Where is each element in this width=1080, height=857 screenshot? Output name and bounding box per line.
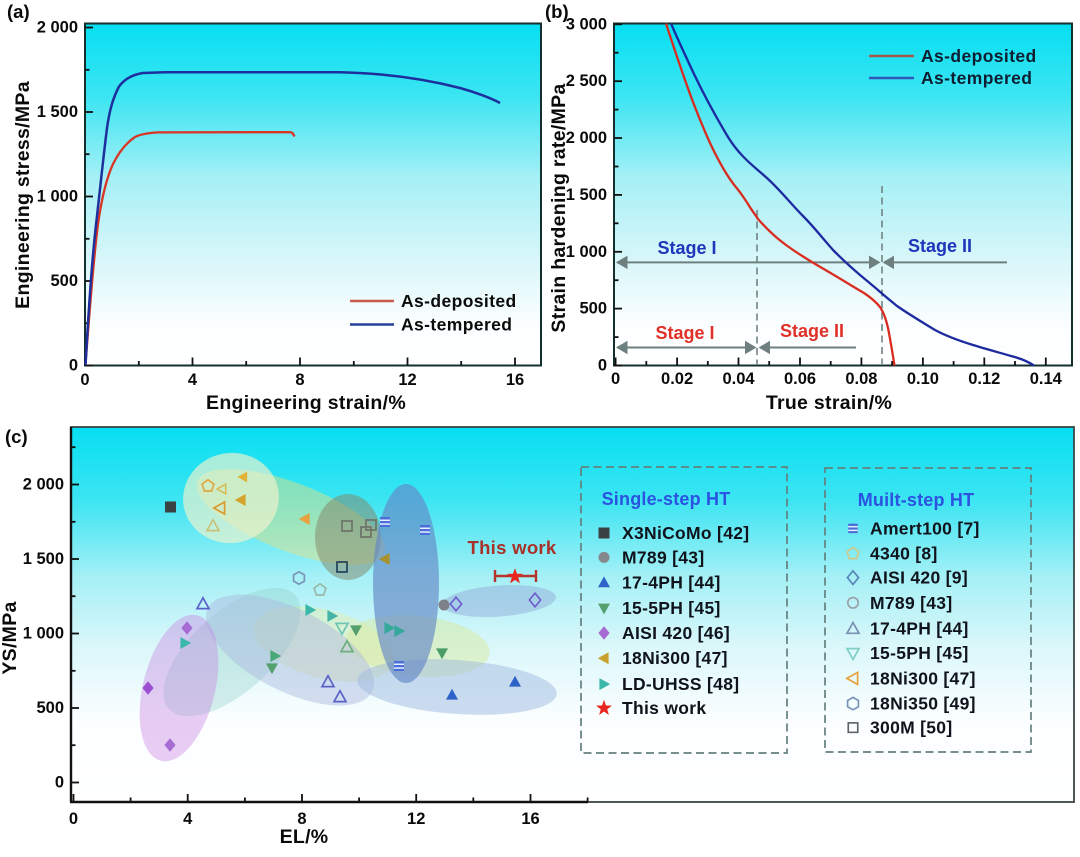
svg-text:1 500: 1 500 [37,103,78,121]
svg-text:15-5PH [45]: 15-5PH [45] [622,598,721,618]
svg-text:500: 500 [579,300,607,318]
svg-text:0.06: 0.06 [784,370,816,388]
svg-text:0.02: 0.02 [661,370,693,388]
svg-text:0.04: 0.04 [722,370,755,388]
svg-text:4340 [8]: 4340 [8] [870,544,938,564]
svg-text:(a): (a) [7,1,30,22]
svg-text:8: 8 [297,810,306,828]
svg-text:12: 12 [407,810,425,828]
svg-text:0: 0 [55,774,64,792]
svg-text:AISI 420 [9]: AISI 420 [9] [870,568,968,588]
svg-text:True strain/%: True strain/% [766,392,892,414]
svg-text:Stage II: Stage II [908,236,972,256]
svg-text:X3NiCoMo [42]: X3NiCoMo [42] [622,523,749,543]
svg-text:300M [50]: 300M [50] [870,718,952,738]
svg-text:Engineering strain/%: Engineering strain/% [206,392,406,414]
svg-text:2 500: 2 500 [566,72,607,90]
svg-text:This work: This work [467,537,556,558]
svg-text:M789 [43]: M789 [43] [622,547,704,567]
svg-text:2 000: 2 000 [566,129,607,147]
svg-text:As-deposited: As-deposited [921,46,1037,66]
svg-text:Muilt-step HT: Muilt-step HT [858,490,975,510]
svg-text:As-deposited: As-deposited [401,291,517,311]
svg-text:2 000: 2 000 [37,19,78,37]
svg-text:0: 0 [598,357,607,375]
svg-text:1 000: 1 000 [566,243,607,261]
svg-text:500: 500 [36,699,64,717]
svg-text:4: 4 [188,371,198,389]
svg-text:17-4PH [44]: 17-4PH [44] [870,619,969,639]
svg-text:This work: This work [622,698,706,718]
svg-text:As-tempered: As-tempered [401,315,512,335]
svg-text:0.14: 0.14 [1030,370,1063,388]
svg-text:Stage I: Stage I [655,323,714,343]
svg-text:Stage II: Stage II [780,321,844,341]
svg-text:1 000: 1 000 [37,188,78,206]
svg-text:(c): (c) [5,426,28,447]
svg-text:3 000: 3 000 [566,15,607,33]
svg-text:18Ni300 [47]: 18Ni300 [47] [870,668,976,688]
svg-text:(b): (b) [545,1,569,22]
svg-text:1 500: 1 500 [566,186,607,204]
svg-text:M789 [43]: M789 [43] [870,593,952,613]
svg-text:12: 12 [398,371,416,389]
svg-text:Stage I: Stage I [657,238,716,258]
svg-text:0.08: 0.08 [845,370,877,388]
svg-text:2 000: 2 000 [23,476,64,494]
svg-text:17-4PH [44]: 17-4PH [44] [622,573,721,593]
svg-text:LD-UHSS [48]: LD-UHSS [48] [622,674,739,694]
svg-text:18Ni350 [49]: 18Ni350 [49] [870,694,976,714]
svg-text:0: 0 [69,357,78,375]
svg-text:0: 0 [69,810,78,828]
svg-text:As-tempered: As-tempered [921,68,1032,88]
svg-text:0.10: 0.10 [907,370,939,388]
svg-text:500: 500 [50,272,78,290]
svg-text:8: 8 [295,371,304,389]
svg-text:0: 0 [611,370,620,388]
svg-text:18Ni300 [47]: 18Ni300 [47] [622,648,728,668]
svg-text:Engineering stress/MPa: Engineering stress/MPa [12,81,34,309]
svg-text:1 500: 1 500 [23,550,64,568]
svg-text:YS/MPa: YS/MPa [0,601,21,674]
svg-text:16: 16 [506,371,524,389]
svg-text:1 000: 1 000 [23,625,64,643]
svg-text:15-5PH [45]: 15-5PH [45] [870,643,969,663]
svg-text:Single-step HT: Single-step HT [602,489,731,509]
svg-text:EL/%: EL/% [280,826,329,848]
svg-text:0: 0 [80,371,89,389]
svg-text:Strain hardening rate/MPa: Strain hardening rate/MPa [548,83,570,332]
svg-text:4: 4 [183,810,193,828]
svg-text:16: 16 [521,810,539,828]
svg-text:0.12: 0.12 [968,370,1000,388]
svg-text:Amert100 [7]: Amert100 [7] [870,518,980,538]
svg-text:AISI 420 [46]: AISI 420 [46] [622,623,730,643]
